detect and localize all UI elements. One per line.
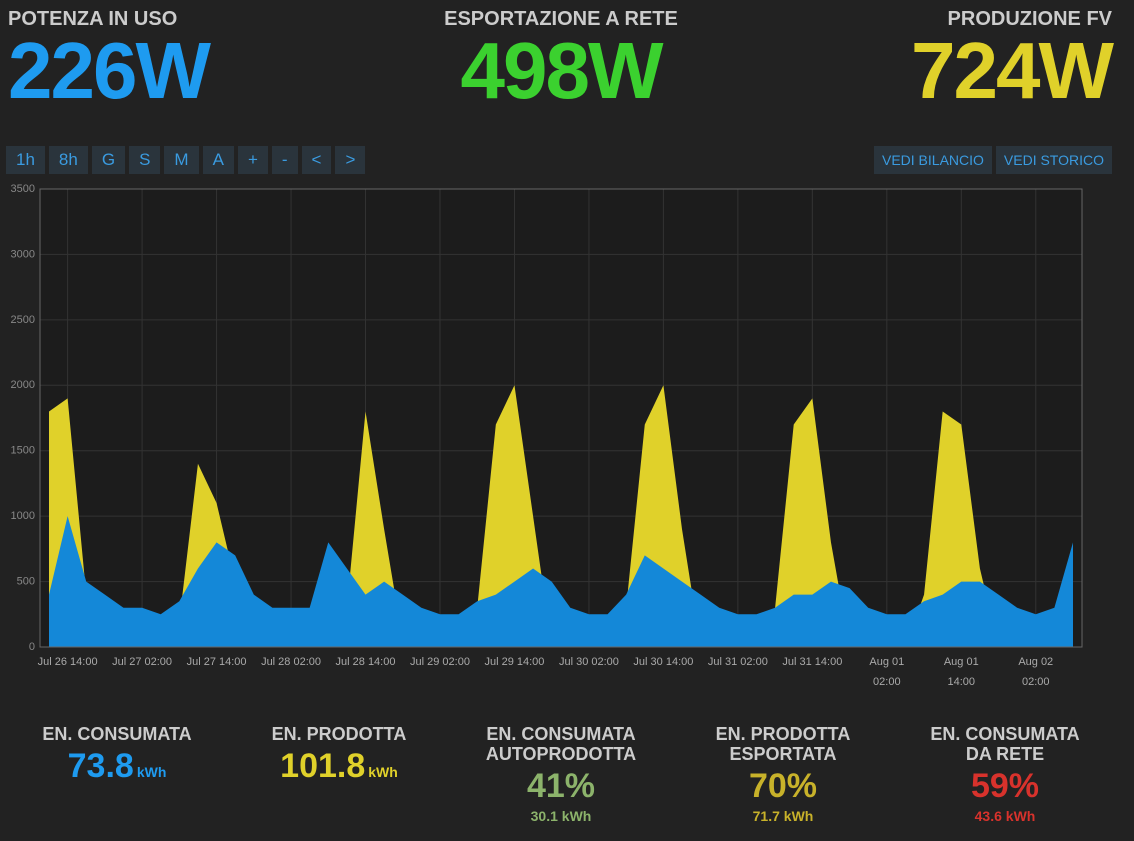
summary-item: EN. CONSUMATA 73.8 kWh <box>6 724 228 794</box>
stat: ESPORTAZIONE A RETE 498W <box>361 8 761 111</box>
x-tick-label: Jul 27 14:00 <box>186 656 247 668</box>
chart: 0 500 1000 1500 2000 2500 3000 3500 <box>11 183 1083 653</box>
summary-item: EN. CONSUMATA AUTOPRODOTTA 41% 30.1 kWh <box>450 724 672 824</box>
x-tick-label: Jul 27 02:00 <box>112 656 173 668</box>
summary-value: 70% <box>748 767 818 805</box>
x-tick-label: Jul 26 14:00 <box>37 656 98 668</box>
summary-value: 101.8 <box>280 747 366 785</box>
y-tick-label: 500 <box>17 575 35 587</box>
x-tick-label: Jul 30 02:00 <box>558 656 619 668</box>
stat-label: POTENZA IN USO <box>8 8 178 30</box>
x-tick-label: Jul 28 02:00 <box>261 656 321 668</box>
summary-label: EN. CONSUMATA AUTOPRODOTTA <box>485 724 637 764</box>
summary-value-row: 73.8 kWh <box>6 744 228 794</box>
view-button[interactable]: VEDI STORICO <box>995 146 1112 174</box>
stat-value: 724W <box>911 26 1114 115</box>
range-button[interactable]: A <box>202 146 234 174</box>
plot-border <box>39 188 1083 648</box>
stat-label: ESPORTAZIONE A RETE <box>444 8 678 30</box>
range-button[interactable]: S <box>129 146 161 174</box>
stat-value: 226W <box>8 26 211 115</box>
summary-value-row: 70% <box>672 764 894 808</box>
x-tick-label: Jul 31 14:00 <box>782 656 843 668</box>
x-tick-label: Aug 01 02:00 <box>869 656 905 688</box>
summary-value-row: 59% <box>894 764 1116 808</box>
summary-value: 41% <box>526 767 596 805</box>
y-tick-label: 2500 <box>11 314 35 326</box>
summary-sub: 30.1 kWh <box>530 808 592 824</box>
summary-item: EN. CONSUMATA DA RETE 59% 43.6 kWh <box>894 724 1116 824</box>
range-button[interactable]: M <box>164 146 199 174</box>
summary-sub: 71.7 kWh <box>752 808 814 824</box>
summary-sub: 43.6 kWh <box>974 808 1036 824</box>
x-tick-label: Jul 30 14:00 <box>633 656 694 668</box>
x-tick-label: Aug 02 02:00 <box>1018 656 1054 688</box>
summary-item: EN. PRODOTTA ESPORTATA 70% 71.7 kWh <box>672 724 894 824</box>
area <box>49 385 1073 647</box>
x-tick-label: Jul 29 02:00 <box>410 656 470 668</box>
summary-unit: kWh <box>368 764 398 780</box>
range-button[interactable]: G <box>91 146 126 174</box>
range-buttons: 1h 8h G S M A + - < > <box>6 146 366 174</box>
range-button[interactable]: + <box>237 146 268 174</box>
stat-value: 498W <box>460 26 664 115</box>
range-button[interactable]: - <box>271 146 298 174</box>
stat: POTENZA IN USO 226W <box>8 8 211 115</box>
x-tick-label: Jul 28 14:00 <box>335 656 396 668</box>
range-button[interactable]: 1h <box>6 146 45 174</box>
summary-label: EN. PRODOTTA <box>271 724 407 744</box>
x-tick-label: Jul 31 02:00 <box>707 656 768 668</box>
stat: PRODUZIONE FV 724W <box>911 8 1114 115</box>
y-tick-label: 3500 <box>11 183 35 195</box>
summary-unit: kWh <box>136 764 167 780</box>
summary-label: EN. PRODOTTA ESPORTATA <box>715 724 851 764</box>
view-button[interactable]: VEDI BILANCIO <box>873 146 992 174</box>
range-button[interactable]: > <box>335 146 366 174</box>
view-buttons: VEDI BILANCIO VEDI STORICO <box>873 146 1112 174</box>
summary-value-row: 41% <box>450 764 672 808</box>
summary-label: EN. CONSUMATA DA RETE <box>930 724 1080 764</box>
y-tick-label: 2000 <box>11 379 35 391</box>
y-tick-label: 0 <box>29 641 35 653</box>
summary-value: 73.8 <box>67 747 134 785</box>
y-tick-label: 1000 <box>11 510 35 522</box>
x-tick-label: Aug 01 14:00 <box>943 656 979 688</box>
x-tick-label: Jul 29 14:00 <box>484 656 545 668</box>
stat-label: PRODUZIONE FV <box>947 8 1112 30</box>
summary-label: EN. CONSUMATA <box>42 724 192 744</box>
y-tick-label: 3000 <box>11 248 35 260</box>
range-button[interactable]: < <box>301 146 332 174</box>
y-tick-label: 1500 <box>11 445 35 457</box>
range-button[interactable]: 8h <box>48 146 88 174</box>
summary-value: 59% <box>970 767 1040 805</box>
summary-value-row: 101.8 kWh <box>228 744 450 794</box>
area <box>49 516 1073 647</box>
summary-item: EN. PRODOTTA 101.8 kWh <box>228 724 450 794</box>
